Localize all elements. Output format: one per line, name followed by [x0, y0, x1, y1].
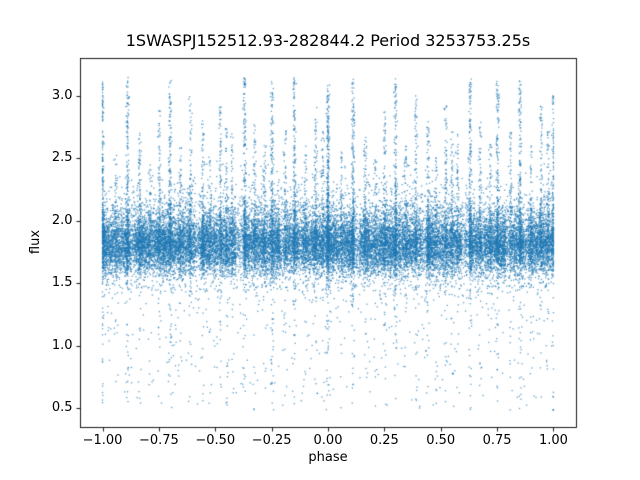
- x-tick-label: 0.00: [313, 433, 343, 448]
- x-tick-label: 0.50: [426, 433, 456, 448]
- y-tick-label: 2.5: [51, 150, 73, 166]
- x-axis-label: phase: [308, 450, 348, 465]
- x-tick-label: 0.25: [369, 433, 399, 448]
- x-tick-label: −1.00: [82, 433, 123, 448]
- y-tick-label: 2.0: [51, 212, 73, 228]
- y-tick-label: 0.5: [51, 400, 73, 416]
- x-tick-label: −0.50: [195, 433, 236, 448]
- x-tick-label: 1.00: [538, 433, 568, 448]
- y-tick-label: 3.0: [51, 87, 73, 103]
- y-tick-label: 1.5: [51, 275, 73, 291]
- x-tick-label: −0.75: [138, 433, 179, 448]
- x-tick-label: −0.25: [251, 433, 292, 448]
- x-tick-label: 0.75: [482, 433, 512, 448]
- y-tick-label: 1.0: [51, 337, 73, 353]
- chart-title: 1SWASPJ152512.93-282844.2 Period 3253753…: [125, 31, 531, 50]
